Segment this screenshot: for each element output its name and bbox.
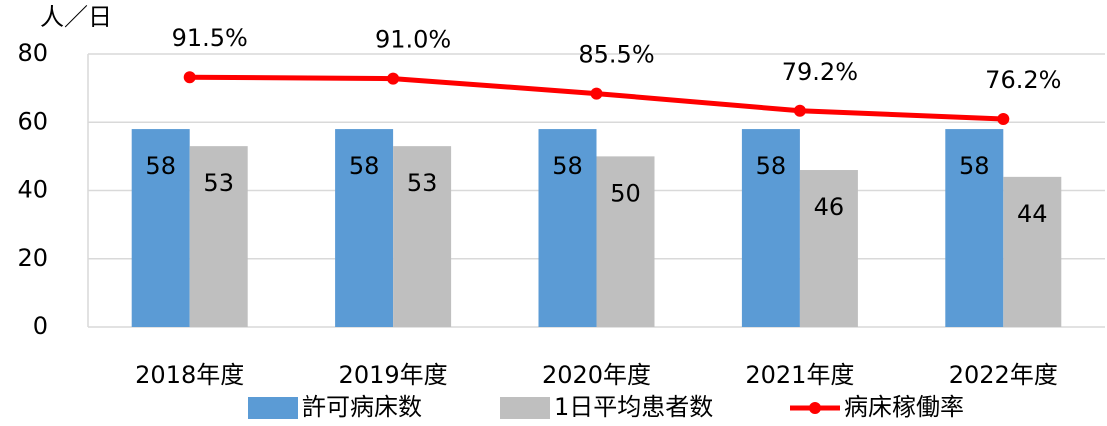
y-tick-label: 80 (17, 39, 48, 67)
data-label: 50 (610, 179, 641, 207)
y-tick-label: 0 (33, 312, 48, 340)
bar (1003, 176, 1062, 327)
data-label: 58 (756, 152, 787, 180)
line-point (387, 72, 400, 85)
x-tick-label: 2018年度 (135, 361, 244, 389)
bar (596, 156, 655, 327)
line-point (590, 87, 603, 100)
bar (945, 129, 1004, 327)
x-tick-label: 2021年度 (745, 361, 854, 389)
y-tick-label: 40 (17, 176, 48, 204)
bar (799, 170, 858, 327)
legend-swatch (500, 397, 550, 419)
data-label: 79.2% (782, 58, 858, 86)
data-label: 91.5% (172, 24, 248, 52)
data-label: 58 (552, 152, 583, 180)
bar (189, 146, 248, 327)
legend-swatch (248, 397, 298, 419)
data-label: 46 (814, 193, 845, 221)
data-label: 58 (959, 152, 990, 180)
bar (131, 129, 190, 327)
data-label: 91.0% (375, 26, 451, 54)
data-label: 44 (1017, 200, 1048, 228)
bar (741, 129, 800, 327)
data-label: 58 (145, 152, 176, 180)
data-label: 53 (407, 169, 438, 197)
legend-label: 1日平均患者数 (554, 393, 713, 421)
y-tick-label: 60 (17, 107, 48, 135)
line-point (183, 71, 196, 84)
legend-label: 病床稼働率 (844, 393, 964, 421)
bar (538, 129, 597, 327)
line-point (793, 104, 806, 117)
line-point (997, 112, 1010, 125)
data-label: 85.5% (578, 41, 654, 69)
x-tick-label: 2022年度 (949, 361, 1058, 389)
data-label: 76.2% (985, 66, 1061, 94)
bar (335, 129, 394, 327)
data-label: 53 (203, 169, 234, 197)
unit-label: 人／日 (40, 3, 112, 31)
x-tick-label: 2020年度 (542, 361, 651, 389)
data-label: 58 (349, 152, 380, 180)
legend-label: 許可病床数 (302, 393, 422, 421)
y-tick-label: 20 (17, 244, 48, 272)
x-tick-label: 2019年度 (339, 361, 448, 389)
legend-swatch (809, 402, 821, 414)
bar (393, 146, 452, 327)
